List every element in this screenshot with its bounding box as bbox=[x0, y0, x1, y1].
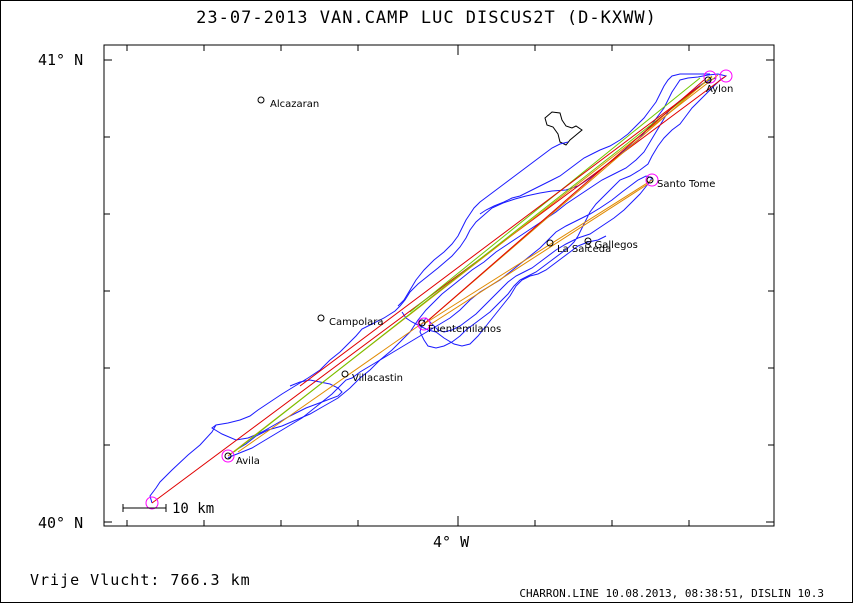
leg-start-finish bbox=[151, 75, 727, 504]
place-label-aylon: Aylon bbox=[706, 84, 733, 95]
place-marker-campolara bbox=[317, 314, 325, 322]
place-label-fuentemilanos: Fuentemilanos bbox=[428, 324, 501, 335]
place-label-avila: Avila bbox=[236, 456, 260, 467]
turnpoint-aylon-a bbox=[703, 70, 717, 84]
turnpoint-fuentemilanos bbox=[417, 317, 431, 331]
scale-bar-label: 10 km bbox=[172, 501, 214, 517]
leg-fuentemilanos-santo-tome-a bbox=[423, 179, 653, 325]
leg-avila-fuentemilanos bbox=[237, 321, 425, 453]
latitude-top-label: 41° N bbox=[38, 51, 84, 69]
gps-track-2 bbox=[227, 77, 717, 457]
gps-track-3 bbox=[211, 379, 343, 441]
turnpoint-avila bbox=[221, 449, 235, 463]
turnpoint-santo-tome bbox=[645, 173, 659, 187]
distance-summary: Vrije Vlucht: 766.3 km bbox=[30, 571, 251, 589]
leg-avila-aylon-b bbox=[233, 76, 713, 453]
place-label-santo-tome: Santo Tome bbox=[657, 179, 715, 190]
place-marker-salceda bbox=[546, 239, 554, 247]
scale-bar bbox=[122, 504, 167, 512]
place-marker-fuentemilanos bbox=[418, 319, 426, 327]
axis-ticks bbox=[104, 45, 774, 526]
gps-track bbox=[149, 73, 728, 504]
plot-border bbox=[103, 44, 775, 527]
gps-track-5 bbox=[479, 73, 710, 215]
latitude-bottom-label: 40° N bbox=[38, 514, 84, 532]
place-marker-aylon bbox=[704, 76, 712, 84]
turnpoint-markers bbox=[145, 69, 733, 510]
place-marker-santo-tome bbox=[646, 176, 654, 184]
turnpoint-aylon-b bbox=[719, 69, 733, 83]
place-markers bbox=[224, 76, 712, 460]
task-legs bbox=[151, 74, 727, 504]
longitude-label: 4° W bbox=[433, 533, 470, 551]
place-marker-alcazaran bbox=[257, 96, 265, 104]
gps-track-6 bbox=[397, 141, 569, 307]
place-label-alcazaran: Alcazaran bbox=[270, 99, 319, 110]
leg-fuentemilanos-aylon-b bbox=[423, 79, 705, 325]
place-marker-avila bbox=[224, 452, 232, 460]
place-label-campolara: Campolara bbox=[329, 317, 383, 328]
place-label-villacastin: Villacastin bbox=[352, 373, 403, 384]
flight-title: 23-07-2013 VAN.CAMP LUC DISCUS2T (D-KXWW… bbox=[196, 8, 657, 28]
place-labels: Alcazaran Aylon Santo Tome S Gallegos La… bbox=[236, 84, 733, 467]
gps-track-4 bbox=[401, 235, 607, 347]
place-marker-villacastin bbox=[341, 370, 349, 378]
leg-mid-aylon bbox=[299, 85, 701, 387]
turnpoint-start bbox=[145, 496, 159, 510]
leg-fuentemilanos-santo-tome-b bbox=[427, 183, 649, 327]
place-label-salceda: La Salceda bbox=[557, 244, 611, 255]
software-footer: CHARRON.LINE 10.08.2013, 08:38:51, DISLI… bbox=[519, 587, 824, 600]
place-marker-gallegos bbox=[584, 237, 592, 245]
place-label-gallegos: S Gallegos bbox=[585, 240, 638, 251]
reservoir-outline bbox=[544, 111, 583, 146]
